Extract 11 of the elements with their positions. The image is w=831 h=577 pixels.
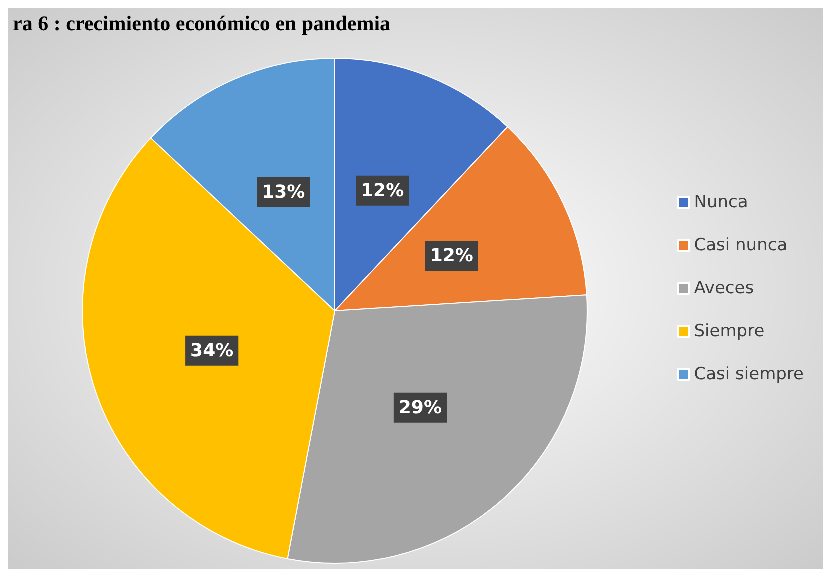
legend-label: Aveces (694, 278, 754, 298)
data-label: 34% (190, 340, 234, 362)
data-label: 13% (262, 182, 306, 203)
legend-label: Casi siempre (694, 364, 804, 384)
legend-label: Siempre (694, 322, 765, 342)
legend-label: Nunca (694, 192, 748, 212)
data-label: 12% (361, 180, 404, 202)
legend-label: Casi nunca (694, 236, 788, 256)
data-label: 29% (398, 397, 442, 418)
data-label: 12% (430, 245, 474, 266)
chart-title: ra 6 : crecimiento económico en pandemia (13, 12, 392, 36)
